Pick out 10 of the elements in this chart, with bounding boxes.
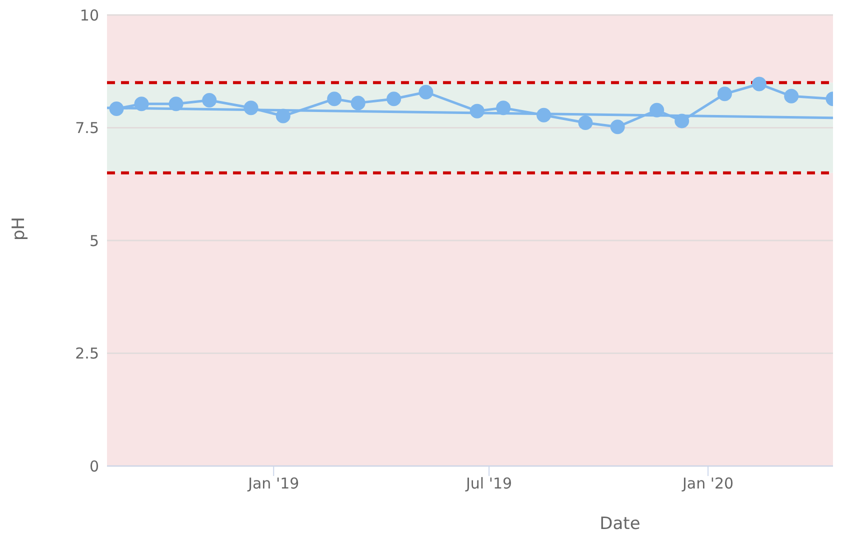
y-tick-label: 2.5 <box>75 344 99 363</box>
y-axis-title: pH <box>9 216 30 240</box>
y-tick-label: 7.5 <box>75 119 99 138</box>
y-tick-label: 5 <box>89 232 99 250</box>
x-axis-title: Date <box>600 514 640 534</box>
y-tick-label: 0 <box>89 457 99 476</box>
x-tick-label: Jul '19 <box>465 474 512 493</box>
y-tick-label: 10 <box>80 6 99 24</box>
x-tick-label: Jan '20 <box>681 474 734 493</box>
x-tick-label: Jan '19 <box>247 474 300 493</box>
